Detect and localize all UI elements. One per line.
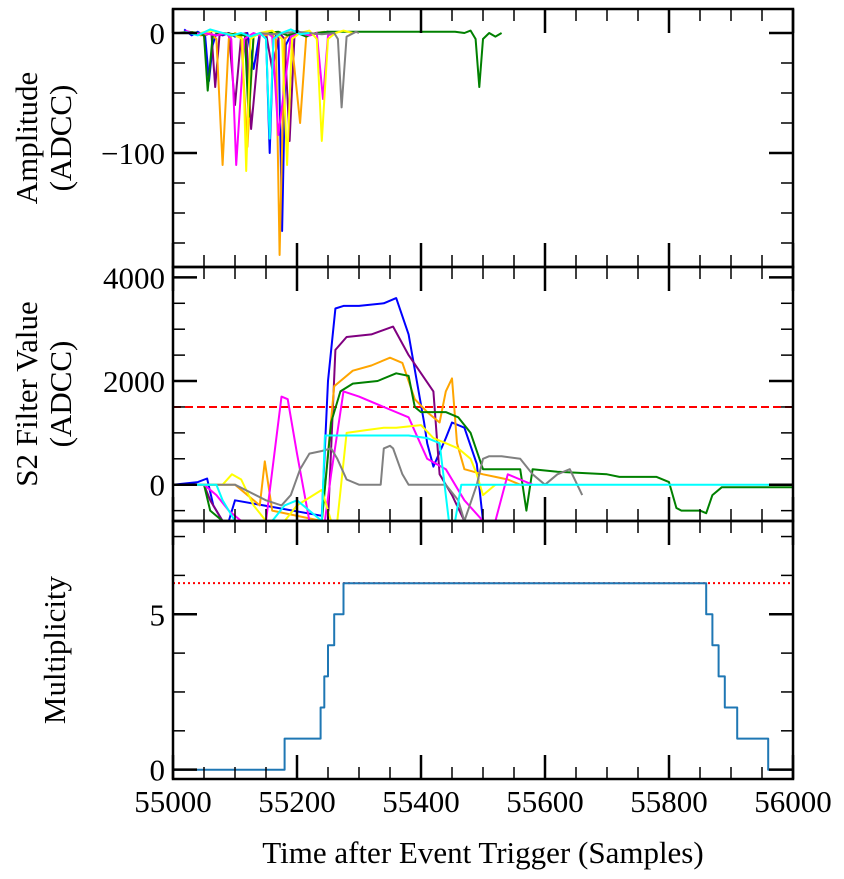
multiplicity-y-tick-label: 0: [150, 753, 166, 788]
s2filter-series-gray: [173, 444, 584, 521]
amplitude-y-axis-label: (ADCC): [43, 85, 78, 192]
s2filter-series-magenta: [173, 390, 533, 521]
amplitude-panel: 0 −100 Amplitude (ADCC): [9, 7, 795, 269]
amplitude-series-green: [179, 29, 503, 118]
s2filter-y-tick-label: 2000: [103, 364, 165, 399]
s2filter-y-tick-label: 4000: [103, 260, 165, 295]
s2filter-series-orange: [173, 356, 533, 521]
s2filter-y-tick-label: 0: [150, 468, 166, 503]
multiplicity-series-multiplicity: [173, 582, 793, 771]
amplitude-series-cyan: [185, 28, 310, 140]
x-tick-label: 55000: [134, 784, 212, 819]
x-tick-label: 56000: [754, 784, 832, 819]
multiplicity-y-tick-label: 5: [150, 597, 166, 632]
s2filter-series-green: [173, 372, 793, 521]
x-tick-label: 55200: [258, 784, 336, 819]
x-tick-label: 55800: [630, 784, 708, 819]
s2filter-frame: [171, 265, 795, 523]
amplitude-y-tick-label: −100: [101, 136, 165, 171]
s2filter-series-blue: [173, 297, 484, 521]
multiplicity-panel: 0 5 Multiplicity: [37, 519, 795, 788]
x-axis: 55000 55200 55400 55600 55800 56000: [134, 784, 832, 819]
x-axis-label: Time after Event Trigger (Samples): [262, 835, 703, 870]
multiplicity-y-axis-label: Multiplicity: [37, 575, 72, 724]
s2-filter-panel: 0 2000 4000 S2 Filter Value (ADCC): [9, 260, 795, 523]
amplitude-series-magenta: [185, 29, 335, 166]
s2filter-series-yellow: [173, 424, 497, 521]
s2filter-series-cyan: [173, 434, 793, 521]
multiplicity-frame: [171, 519, 795, 781]
x-tick-label: 55600: [506, 784, 584, 819]
s2filter-y-axis-label: (ADCC): [43, 341, 78, 448]
amplitude-series-yellow: [200, 29, 354, 172]
s2filter-y-axis-label: S2 Filter Value: [9, 301, 44, 486]
x-tick-label: 55400: [382, 784, 460, 819]
amplitude-y-tick-label: 0: [150, 16, 166, 51]
amplitude-y-axis-label: Amplitude: [9, 72, 44, 205]
